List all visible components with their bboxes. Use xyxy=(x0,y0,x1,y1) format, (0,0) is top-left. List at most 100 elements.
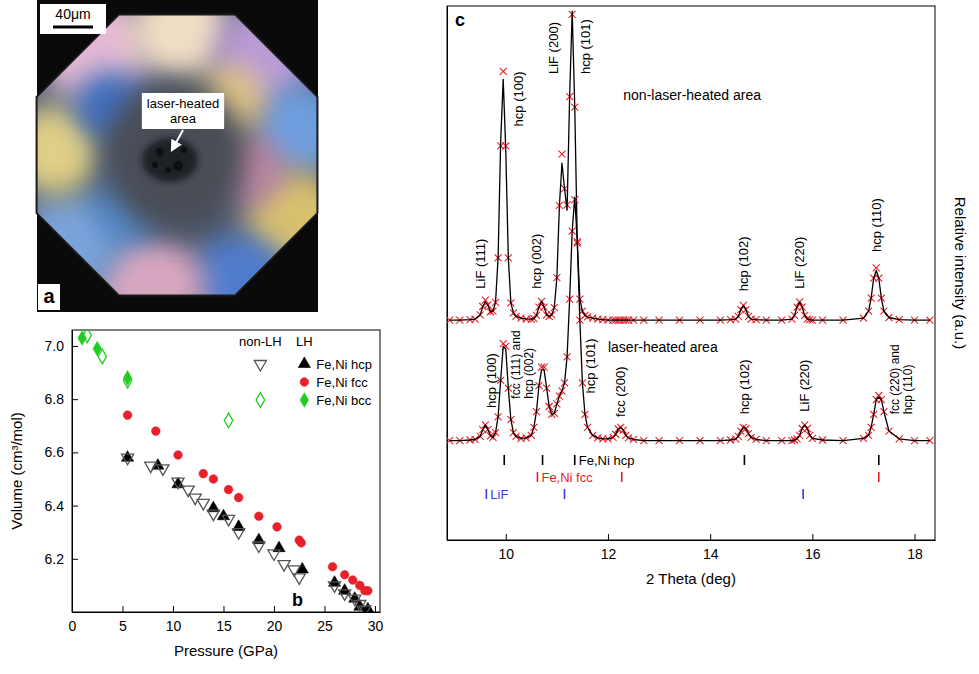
peak-label-line: hcp (110) xyxy=(869,198,884,252)
data-point xyxy=(174,451,183,460)
legend-symbol xyxy=(256,393,264,408)
panel-letter: b xyxy=(292,590,303,610)
data-point xyxy=(145,462,157,473)
y-tick-mark xyxy=(72,559,78,560)
data-point xyxy=(233,529,245,540)
y-tick-label: 7.0 xyxy=(45,338,65,354)
peak-label-line: hcp (110) xyxy=(901,365,915,415)
y-axis: 6.2 6.4 6.6 6.8 7.0 xyxy=(45,331,78,613)
data-point xyxy=(340,570,349,579)
data-point xyxy=(152,427,161,436)
peak-label: hcp (110) xyxy=(869,198,884,252)
x-tick-mark xyxy=(375,606,376,612)
data-point xyxy=(293,574,305,585)
data-point xyxy=(123,411,132,420)
y-tick-mark xyxy=(72,506,78,507)
peak-label: LiF (200) xyxy=(546,22,561,74)
peak-label: fcc (220) andhcp (110) xyxy=(888,344,915,414)
x-tick-label: 16 xyxy=(805,546,821,562)
data-point xyxy=(328,562,337,571)
x-axis: 10 12 14 16 18 xyxy=(448,534,936,562)
y-axis-line xyxy=(447,7,448,541)
peak-label-line: hcp (100) xyxy=(511,71,526,126)
data-point xyxy=(558,151,565,158)
peak-label: LiF (111) xyxy=(473,239,488,289)
data-point xyxy=(199,469,208,478)
peak-label: hcp (101) xyxy=(578,19,593,74)
peak-label: LiF (220) xyxy=(792,237,807,289)
x-tick-mark xyxy=(710,534,711,540)
peak-label: fcc (111) andhcp (002) xyxy=(509,330,536,398)
data-point xyxy=(348,576,357,585)
plot-area xyxy=(78,330,374,612)
data-point xyxy=(83,330,91,343)
x-tick: 12 xyxy=(601,534,617,562)
x-tick-label: 5 xyxy=(119,618,127,634)
data-point xyxy=(268,550,280,561)
x-axis-line xyxy=(448,540,936,541)
x-tick-mark xyxy=(324,606,325,612)
plot-frame xyxy=(447,6,935,540)
heated-speck xyxy=(173,161,183,171)
scale-bar-box xyxy=(40,4,106,34)
data-point xyxy=(209,475,218,484)
data-point xyxy=(157,465,169,476)
x-tick-mark xyxy=(608,534,609,540)
reference-peak xyxy=(621,472,623,482)
plot-frame xyxy=(72,330,380,612)
x-tick-mark xyxy=(122,606,123,612)
peak-label: hcp (102) xyxy=(737,359,752,414)
annotation: laser-heated area xyxy=(608,339,718,355)
y-tick-label: 6.4 xyxy=(45,498,65,514)
peak-label: LiF (220) xyxy=(797,360,812,412)
x-tick: 10 xyxy=(166,606,182,634)
reference-peak xyxy=(537,472,539,482)
figure: 40μmlaser-heatedareaa0510152025306.26.46… xyxy=(0,0,979,674)
scale-bar-label: 40μm xyxy=(55,6,90,22)
x-tick: 15 xyxy=(216,606,232,634)
data-point xyxy=(207,510,219,521)
y-tick-mark xyxy=(72,346,78,347)
peak-label-line: LiF (220) xyxy=(797,360,812,412)
data-point xyxy=(222,515,234,526)
peak-label: hcp (101) xyxy=(583,338,598,393)
y-tick: 6.6 xyxy=(45,444,78,460)
y-tick-mark xyxy=(72,399,78,400)
heated-speck xyxy=(152,162,158,168)
x-axis-line xyxy=(73,612,381,613)
x-tick: 14 xyxy=(703,534,719,562)
gasket xyxy=(10,0,345,345)
x-tick-label: 30 xyxy=(368,618,384,634)
peak-label-line: LiF (200) xyxy=(546,22,561,74)
data-point xyxy=(273,523,282,532)
panel-line: 1012141618Fe,Ni hcpFe,Ni fccLiFLiF (111)… xyxy=(446,6,969,587)
reference-peak xyxy=(574,455,576,465)
y-tick-label: 6.8 xyxy=(45,391,65,407)
plot-area xyxy=(447,11,933,499)
data-point xyxy=(234,493,243,502)
data-point xyxy=(255,512,264,521)
x-tick-label: 20 xyxy=(267,618,283,634)
y-tick-label: 6.2 xyxy=(45,551,65,567)
annotation-group: laser-heatedarea xyxy=(142,93,224,129)
annotation-line: area xyxy=(170,111,197,126)
annotation-box xyxy=(142,93,224,129)
peak-label: fcc (200) xyxy=(613,366,628,417)
peak-label: hcp (100) xyxy=(484,353,499,408)
x-tick: 18 xyxy=(907,534,923,562)
annotation: non-laser-heated area xyxy=(623,87,761,103)
peak-label-line: hcp (002) xyxy=(529,234,544,289)
x-tick-mark xyxy=(506,534,507,540)
x-tick-mark xyxy=(812,534,813,540)
x-tick-mark xyxy=(223,606,224,612)
x-tick-label: 14 xyxy=(703,546,719,562)
x-tick: 10 xyxy=(498,534,514,562)
legend-symbol xyxy=(300,378,309,387)
heated-speck xyxy=(165,167,171,173)
legend-symbol xyxy=(300,393,308,408)
peak-label-line: fcc (200) xyxy=(613,366,628,417)
reference-peak xyxy=(802,489,804,499)
peak-label: hcp (102) xyxy=(736,236,751,291)
data-point xyxy=(359,606,371,612)
y-tick: 6.4 xyxy=(45,498,78,514)
